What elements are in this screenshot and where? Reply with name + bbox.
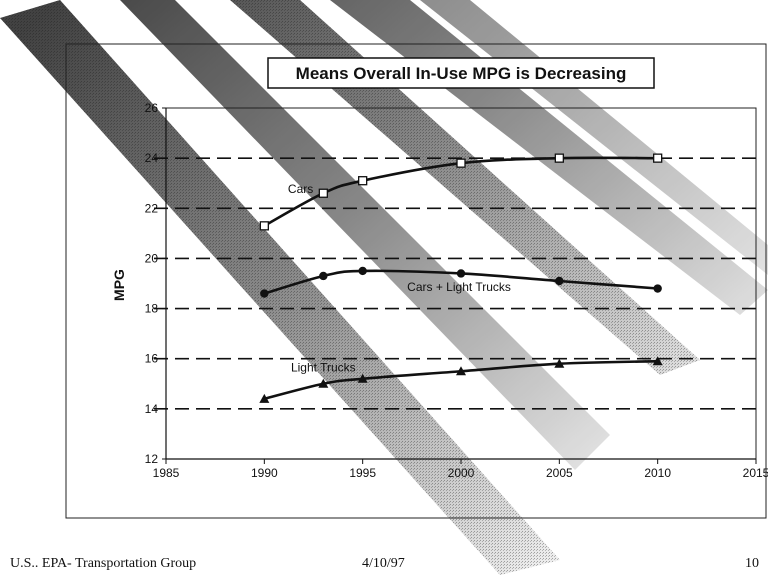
gridlines <box>154 157 756 410</box>
data-point <box>318 188 328 198</box>
y-tick-label: 22 <box>145 201 159 215</box>
data-point <box>652 356 663 366</box>
x-tick-label: 1985 <box>153 466 180 480</box>
data-point <box>456 366 466 376</box>
y-tick-label: 26 <box>145 101 159 115</box>
y-tick-label: 12 <box>145 452 159 466</box>
y-tick-label: 14 <box>145 402 159 416</box>
x-tick-label: 2000 <box>448 466 475 480</box>
x-tick-label: 1990 <box>251 466 278 480</box>
footer-organization: U.S.. EPA- Transportation Group <box>10 556 197 571</box>
x-tick-label: 2015 <box>743 466 768 480</box>
series-label: Cars + Light Trucks <box>407 280 511 294</box>
data-point <box>358 266 367 276</box>
footer-date: 4/10/97 <box>362 556 405 571</box>
x-tick-label: 2005 <box>546 466 573 480</box>
data-point <box>358 176 368 186</box>
y-tick-label: 18 <box>145 302 159 316</box>
data-point <box>653 153 663 163</box>
y-tick-label: 16 <box>145 352 159 366</box>
series-labels: Cars Cars + Light Trucks Light Trucks <box>288 182 511 374</box>
outer-frame <box>65 43 767 519</box>
data-point <box>555 276 564 286</box>
y-axis-ticks: 12 14 16 18 20 22 24 26 <box>145 101 166 466</box>
data-point <box>318 378 329 388</box>
y-tick-label: 20 <box>145 251 159 265</box>
y-tick-label: 24 <box>145 151 159 165</box>
x-tick-label: 2010 <box>644 466 671 480</box>
series-label: Light Trucks <box>291 360 356 374</box>
data-point <box>357 373 368 383</box>
data-point <box>456 269 466 278</box>
data-point <box>653 284 662 293</box>
y-axis-label: MPG <box>111 269 127 301</box>
x-tick-label: 1995 <box>349 466 376 480</box>
series-markers <box>259 153 663 403</box>
x-axis-ticks: 1985 1990 1995 2000 2005 2010 2015 <box>153 459 768 480</box>
chart-title-box: Means Overall In-Use MPG is Decreasing <box>267 57 655 89</box>
data-point <box>260 289 269 298</box>
data-point <box>259 393 270 403</box>
chart-title: Means Overall In-Use MPG is Decreasing <box>296 64 627 83</box>
data-point <box>319 271 328 281</box>
data-point <box>456 158 466 168</box>
data-point <box>259 221 269 231</box>
data-point <box>554 358 565 368</box>
data-point <box>554 153 564 163</box>
series-label: Cars <box>288 182 313 196</box>
footer-page-number: 10 <box>745 556 759 571</box>
